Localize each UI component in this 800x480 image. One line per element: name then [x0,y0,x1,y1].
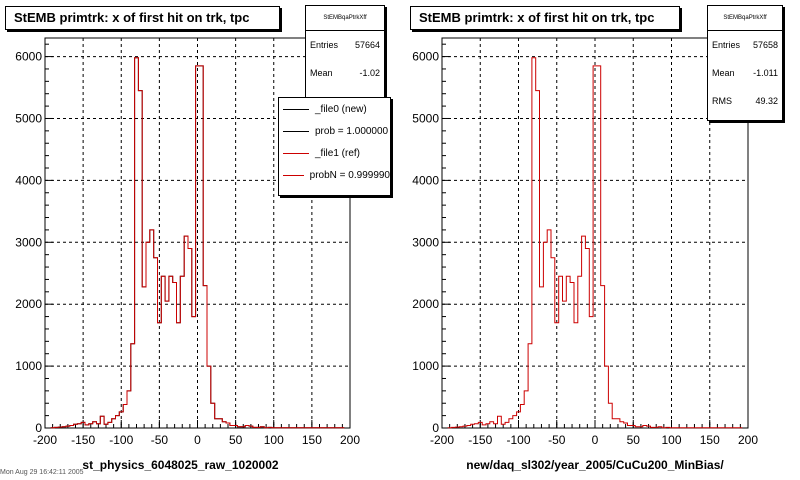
legend-entry-ref: _file1 (ref) [279,142,390,164]
right-x-tick-label: 0 [592,433,599,447]
left-x-tick-label: 50 [229,433,243,447]
left-y-tick-label: 2000 [15,297,42,311]
right-x-tick-label: -150 [468,433,492,447]
right-y-tick-label: 0 [432,421,439,435]
left-stats-mean-value: -1.02 [359,68,380,78]
left-histogram-series-1 [50,57,345,429]
right-plot-title: StEMB primtrk: x of first hit on trk, tp… [410,6,680,30]
left-x-tick-label: 200 [340,433,360,447]
right-y-tick-label: 5000 [412,111,439,125]
left-x-tick-label: 0 [194,433,201,447]
left-x-tick-label: -150 [71,433,95,447]
right-x-axis-title: new/daq_sl302/year_2005/CuCu200_MinBias/ [466,458,724,472]
right-stats-mean-label: Mean [712,68,735,78]
left-x-axis-title: st_physics_6048025_raw_1020002 [82,458,278,472]
left-x-tick-label: 150 [302,433,322,447]
left-stats-entries-row: Entries 57664 [306,31,384,59]
legend-line-new [283,108,309,110]
right-stats-rms-label: RMS [712,96,732,106]
right-x-tick-label: 150 [700,433,720,447]
left-x-tick-label: 100 [264,433,284,447]
left-stats-mean-label: Mean [310,68,333,78]
legend-line-prob [283,130,309,132]
right-stats-entries-label: Entries [712,40,741,50]
legend-label-probn: probN = 0.999990 [309,169,390,181]
right-histogram-series-0 [447,57,743,429]
right-stats-entries-value: 57658 [752,40,778,50]
left-stats-entries-value: 57664 [354,40,380,50]
right-stats-box: StEMBqaPtrkXff Entries 57658 Mean -1.011… [707,5,783,121]
left-plot-title: StEMB primtrk: x of first hit on trk, tp… [5,6,280,30]
right-stats-mean-value: -1.011 [753,68,778,78]
left-y-tick-label: 0 [35,421,42,435]
legend-label-new: _file0 (new) [315,103,367,115]
left-legend: _file0 (new) prob = 1.000000 _file1 (ref… [278,97,391,196]
legend-entry-prob: prob = 1.000000 [279,120,390,142]
legend-line-probn [283,174,304,176]
right-y-tick-label: 1000 [412,359,439,373]
right-y-tick-label: 6000 [412,50,439,64]
right-x-tick-label: 200 [738,433,758,447]
left-stats-name: StEMBqaPtrkXff [306,6,384,31]
left-y-tick-label: 4000 [15,173,42,187]
left-x-tick-label: -200 [33,433,57,447]
left-stats-box: StEMBqaPtrkXff Entries 57664 Mean -1.02 [305,5,385,113]
right-x-tick-label: -200 [430,433,454,447]
legend-line-ref [283,152,309,154]
left-x-tick-label: -50 [151,433,169,447]
right-x-tick-label: -100 [506,433,530,447]
right-y-tick-label: 4000 [412,173,439,187]
right-y-tick-label: 2000 [412,297,439,311]
right-stats-mean-row: Mean -1.011 [708,59,782,87]
right-x-tick-label: -50 [548,433,566,447]
right-x-tick-label: 100 [661,433,681,447]
footer-timestamp: Mon Aug 29 16:42:11 2005 [0,469,84,476]
legend-label-prob: prob = 1.000000 [315,125,389,137]
left-y-tick-label: 6000 [15,50,42,64]
left-stats-entries-label: Entries [310,40,339,50]
right-y-tick-label: 3000 [412,235,439,249]
right-stats-rms-row: RMS 49.32 [708,87,782,115]
left-stats-mean-row: Mean -1.02 [306,59,384,87]
left-y-tick-label: 5000 [15,111,42,125]
right-stats-entries-row: Entries 57658 [708,31,782,59]
right-stats-name: StEMBqaPtrkXff [708,6,782,31]
left-x-tick-label: -100 [109,433,133,447]
legend-entry-probn: probN = 0.999990 [279,164,390,186]
legend-entry-new: _file0 (new) [279,98,390,120]
left-y-tick-label: 1000 [15,359,42,373]
right-stats-rms-value: 49.32 [755,96,778,106]
left-y-tick-label: 3000 [15,235,42,249]
legend-label-ref: _file1 (ref) [315,147,361,159]
right-x-tick-label: 50 [627,433,641,447]
